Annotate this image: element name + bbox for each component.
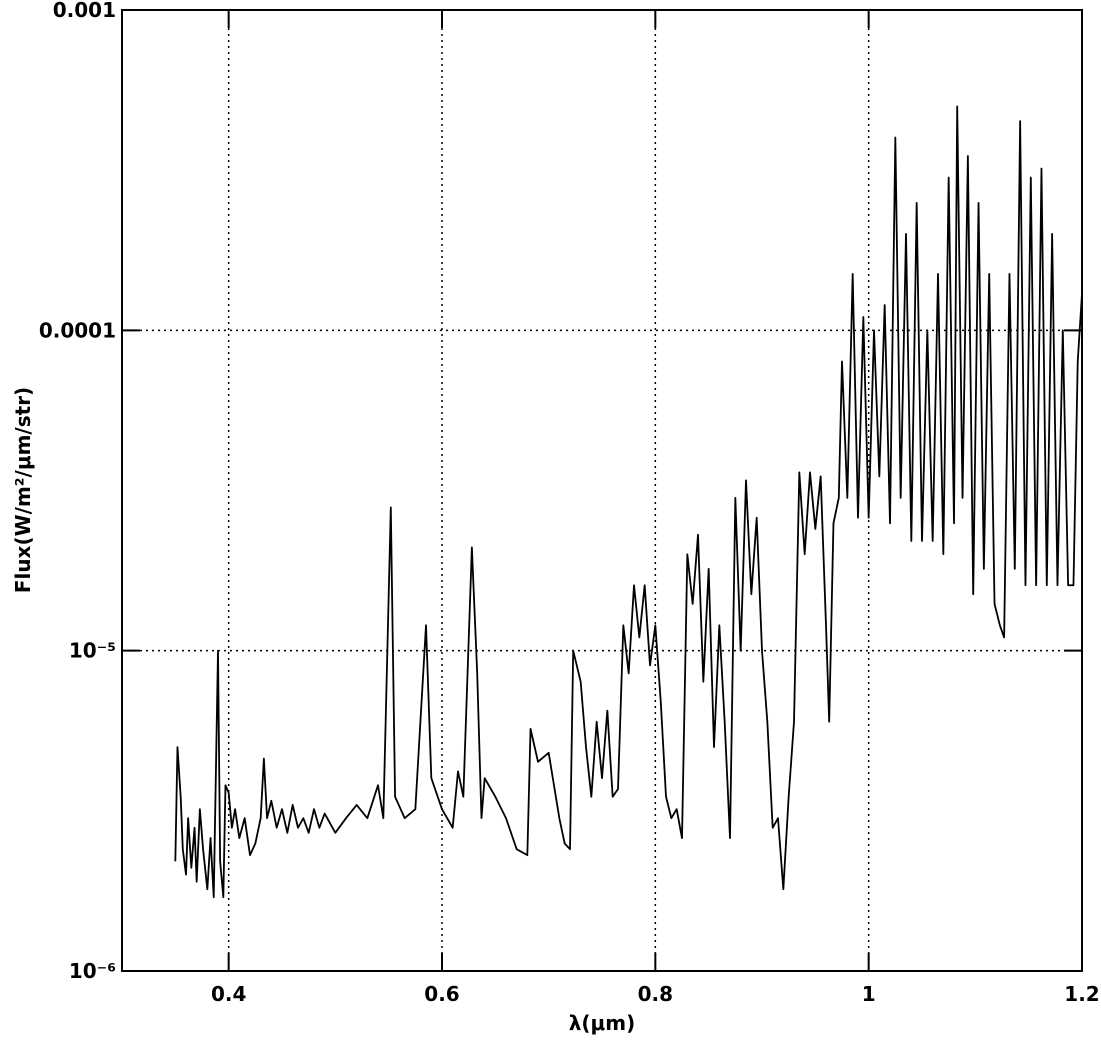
x-tick-label: 1 — [862, 982, 876, 1006]
x-axis-label: λ(μm) — [569, 1011, 636, 1035]
x-tick-label: 0.4 — [211, 982, 246, 1006]
y-axis-label: Flux(W/m²/μm/str) — [11, 387, 35, 593]
x-tick-label: 0.6 — [424, 982, 459, 1006]
y-tick-label: 10⁻⁶ — [69, 959, 116, 983]
x-tick-label: 1.2 — [1064, 982, 1099, 1006]
x-tick-label: 0.8 — [638, 982, 673, 1006]
plot-frame — [121, 9, 1083, 972]
y-tick-label: 0.0001 — [39, 318, 116, 342]
y-tick-label: 0.001 — [53, 0, 116, 22]
y-tick-label: 10⁻⁵ — [69, 639, 116, 663]
spectrum-line — [174, 105, 1083, 899]
